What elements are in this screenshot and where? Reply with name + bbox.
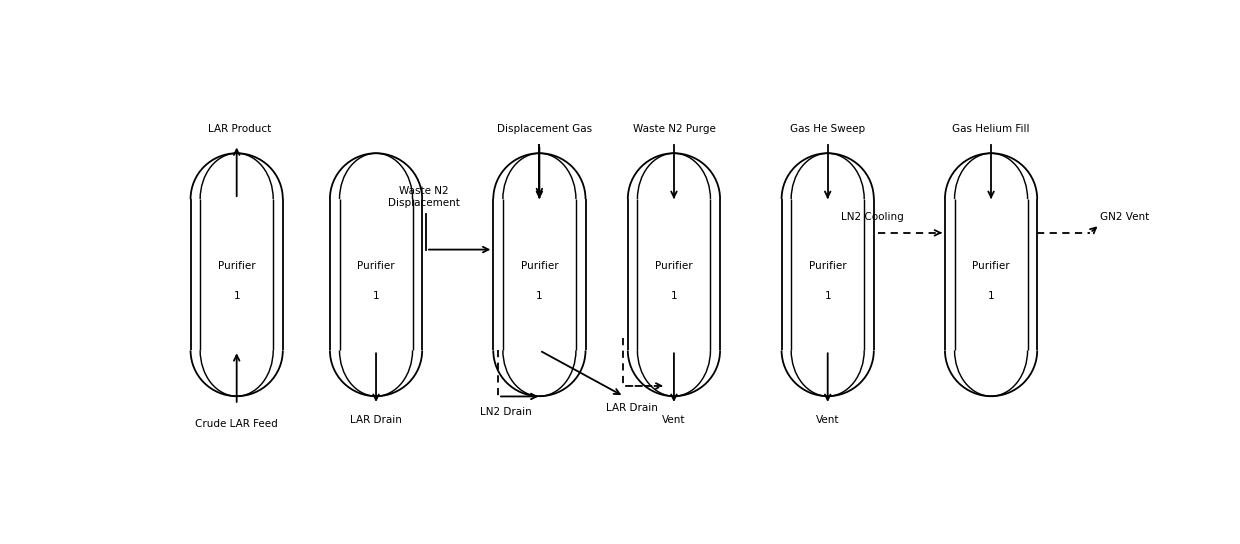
- Text: Waste N2 Purge: Waste N2 Purge: [632, 124, 715, 134]
- Text: 1: 1: [233, 290, 241, 301]
- Text: LN2 Cooling: LN2 Cooling: [842, 212, 904, 222]
- Text: Purifier: Purifier: [655, 261, 693, 271]
- Text: 1: 1: [373, 290, 379, 301]
- Text: Vent: Vent: [662, 415, 686, 425]
- Text: 1: 1: [988, 290, 994, 301]
- Text: Displacement Gas: Displacement Gas: [497, 124, 591, 134]
- Text: Gas He Sweep: Gas He Sweep: [790, 124, 866, 134]
- Text: LAR Drain: LAR Drain: [350, 415, 402, 425]
- Text: 1: 1: [825, 290, 831, 301]
- Text: LAR Product: LAR Product: [208, 124, 272, 134]
- Text: Purifier: Purifier: [218, 261, 255, 271]
- Text: Purifier: Purifier: [972, 261, 1009, 271]
- Text: Purifier: Purifier: [357, 261, 394, 271]
- Text: LAR Drain: LAR Drain: [605, 403, 657, 413]
- Text: 1: 1: [536, 290, 543, 301]
- Text: 1: 1: [671, 290, 677, 301]
- Text: GN2 Vent: GN2 Vent: [1100, 212, 1149, 222]
- Text: LN2 Drain: LN2 Drain: [480, 407, 532, 417]
- Text: Vent: Vent: [816, 415, 839, 425]
- Text: Purifier: Purifier: [808, 261, 847, 271]
- Text: Purifier: Purifier: [521, 261, 558, 271]
- Text: Crude LAR Feed: Crude LAR Feed: [196, 419, 278, 429]
- Text: Gas Helium Fill: Gas Helium Fill: [952, 124, 1030, 134]
- Text: Waste N2
Displacement: Waste N2 Displacement: [388, 186, 460, 208]
